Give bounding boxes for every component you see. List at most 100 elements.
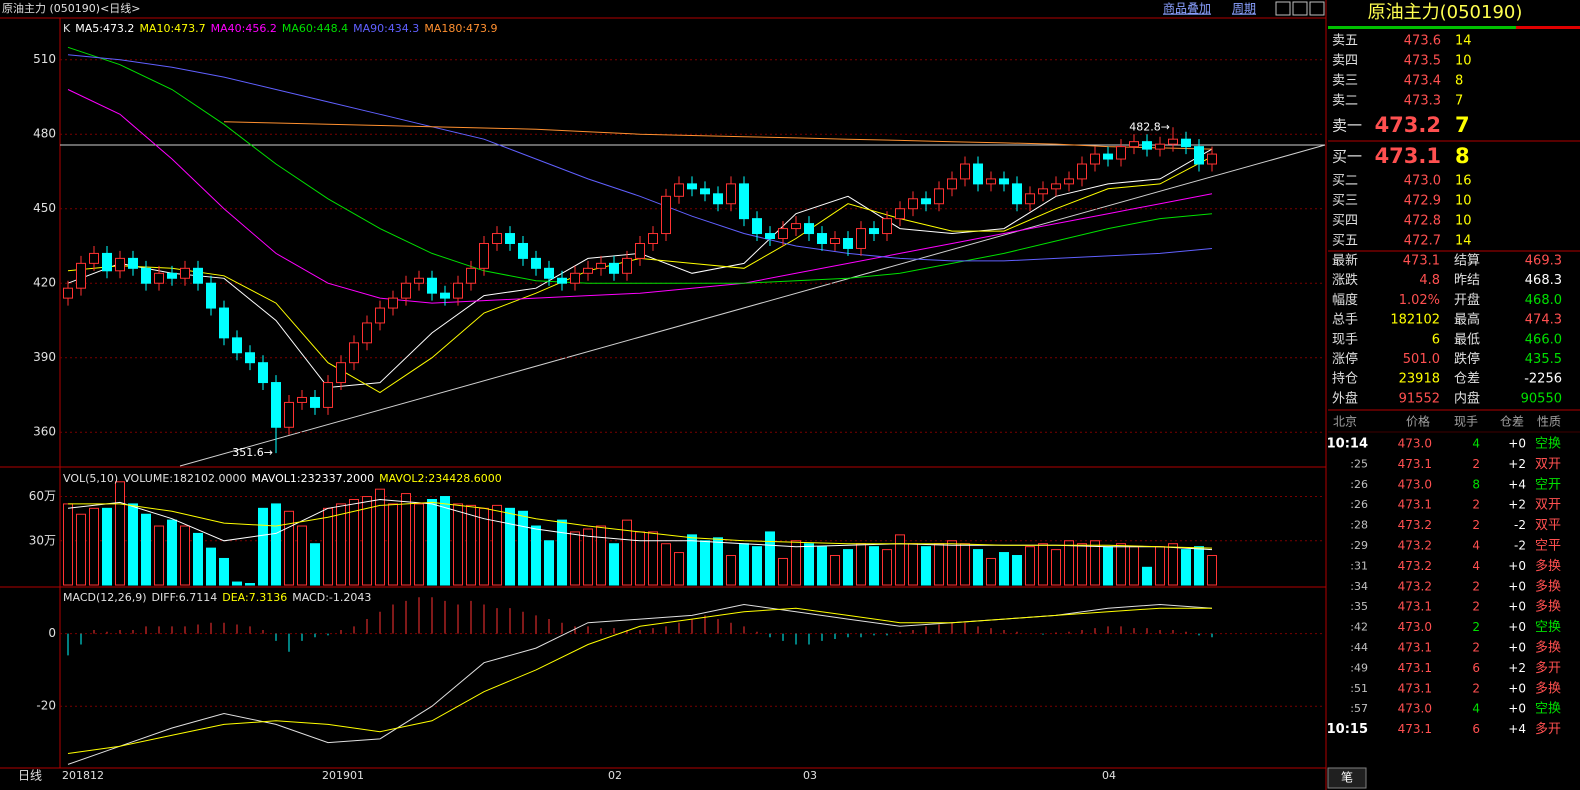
tick-volume: 2 [1472,641,1480,655]
tab-label[interactable]: 笔 [1341,770,1353,785]
nav-right[interactable] [1309,1,1325,16]
candle-body [791,223,801,230]
tick-price: 473.0 [1398,620,1432,634]
x-tick-label: 201901 [322,769,364,782]
volume-bar [583,528,593,586]
volume-bar [115,481,125,586]
stat-label: 结算 [1454,254,1480,269]
volume-bar [1207,555,1217,586]
tab[interactable] [1327,767,1367,789]
book-price: 473.5 [1404,54,1441,69]
candle-body [648,233,658,244]
nav-left[interactable] [1275,1,1291,16]
tick-header: 仓差 [1500,415,1524,429]
y-tick-label: 420 [33,276,56,290]
volume-bar [427,498,437,586]
legend-entry: MA180:473.9 [424,22,497,35]
overlay-link[interactable]: 商品叠加 [1163,1,1211,16]
stat-value: 4.8 [1419,273,1440,288]
tick-volume: 6 [1472,722,1480,736]
quote-title: 原油主力(050190) [1368,2,1523,23]
stat-label: 外盘 [1332,390,1358,406]
indicator-line [67,46,1213,284]
volume-bar [531,525,541,586]
candle-body [414,277,424,284]
period-label: 日线 [18,769,42,783]
volume-bar [1064,540,1074,586]
volume-bar [232,581,242,586]
tick-nature: 双开 [1535,498,1561,513]
tick-price: 473.1 [1398,600,1432,614]
volume-bar [570,531,580,586]
tick-time: :51 [1350,682,1368,695]
book-label: 买三 [1332,194,1358,209]
candle-body [284,401,294,428]
candle-body [1077,163,1087,180]
book-price: 472.9 [1404,194,1441,209]
candle-body [609,262,619,274]
candle-body [986,178,996,185]
candle-body [739,183,749,220]
volume-bar [63,503,73,586]
tick-nature: 多开 [1535,660,1561,676]
nav-zoom[interactable] [1292,1,1308,16]
x-tick-label: 04 [1102,769,1116,782]
y-tick-label: 60万 [29,489,56,503]
extreme-label: 351.6→ [232,446,273,459]
candle-body [583,267,593,274]
candle-body [544,267,554,279]
tick-oi: +0 [1508,681,1526,695]
tick-nature: 空换 [1535,702,1561,717]
candle-body [908,198,918,210]
y-tick-label: 510 [33,52,56,66]
tick-oi: +4 [1508,722,1526,736]
legend-entry: MA90:434.3 [353,22,419,35]
tick-volume: 2 [1472,579,1480,593]
candle-body [830,238,840,244]
tick-volume: 2 [1472,681,1480,695]
book-price: 473.6 [1404,34,1441,49]
tick-time: :35 [1350,600,1368,613]
x-tick-label: 201812 [62,769,104,782]
volume-bar [1168,543,1178,586]
candle-body [1129,141,1139,148]
tick-volume: 2 [1472,620,1480,634]
tick-header: 现手 [1454,415,1478,429]
x-tick-label: 03 [803,769,817,782]
candle-body [778,228,788,240]
period-link[interactable]: 周期 [1232,2,1256,16]
volume-bar [648,531,658,586]
stat-value: 90550 [1521,391,1562,406]
candle-body [674,183,684,197]
tick-time: :29 [1350,539,1368,552]
volume-bar [882,549,892,586]
stat-label: 幅度 [1332,292,1358,308]
candle-body [76,262,86,289]
volume-bar [1142,566,1152,586]
stat-value: 1.02% [1399,293,1440,308]
volume-bar [934,543,944,586]
volume-bar [869,546,879,586]
candle-body [570,272,580,284]
candle-body [193,267,203,284]
volume-bar [245,583,255,586]
book-price: 473.3 [1404,94,1441,109]
tick-time: 10:14 [1327,437,1368,452]
candle-body [310,396,320,408]
book-volume: 7 [1455,94,1463,109]
volume-bar [817,546,827,586]
candle-body [921,198,931,205]
volume-bar [297,525,307,586]
candle-body [518,242,528,259]
book-label: 卖四 [1332,54,1358,69]
tick-price: 473.2 [1398,518,1432,532]
tick-price: 473.0 [1398,437,1432,451]
nav-buttons[interactable] [1275,1,1325,16]
tick-price: 473.0 [1398,702,1432,716]
legend-entry: MA10:473.7 [139,22,205,35]
candle-body [856,228,866,249]
stat-value: 182102 [1390,313,1440,328]
book-volume: 14 [1455,234,1472,249]
book-price: 472.7 [1404,234,1441,249]
volume-bar [102,507,112,586]
